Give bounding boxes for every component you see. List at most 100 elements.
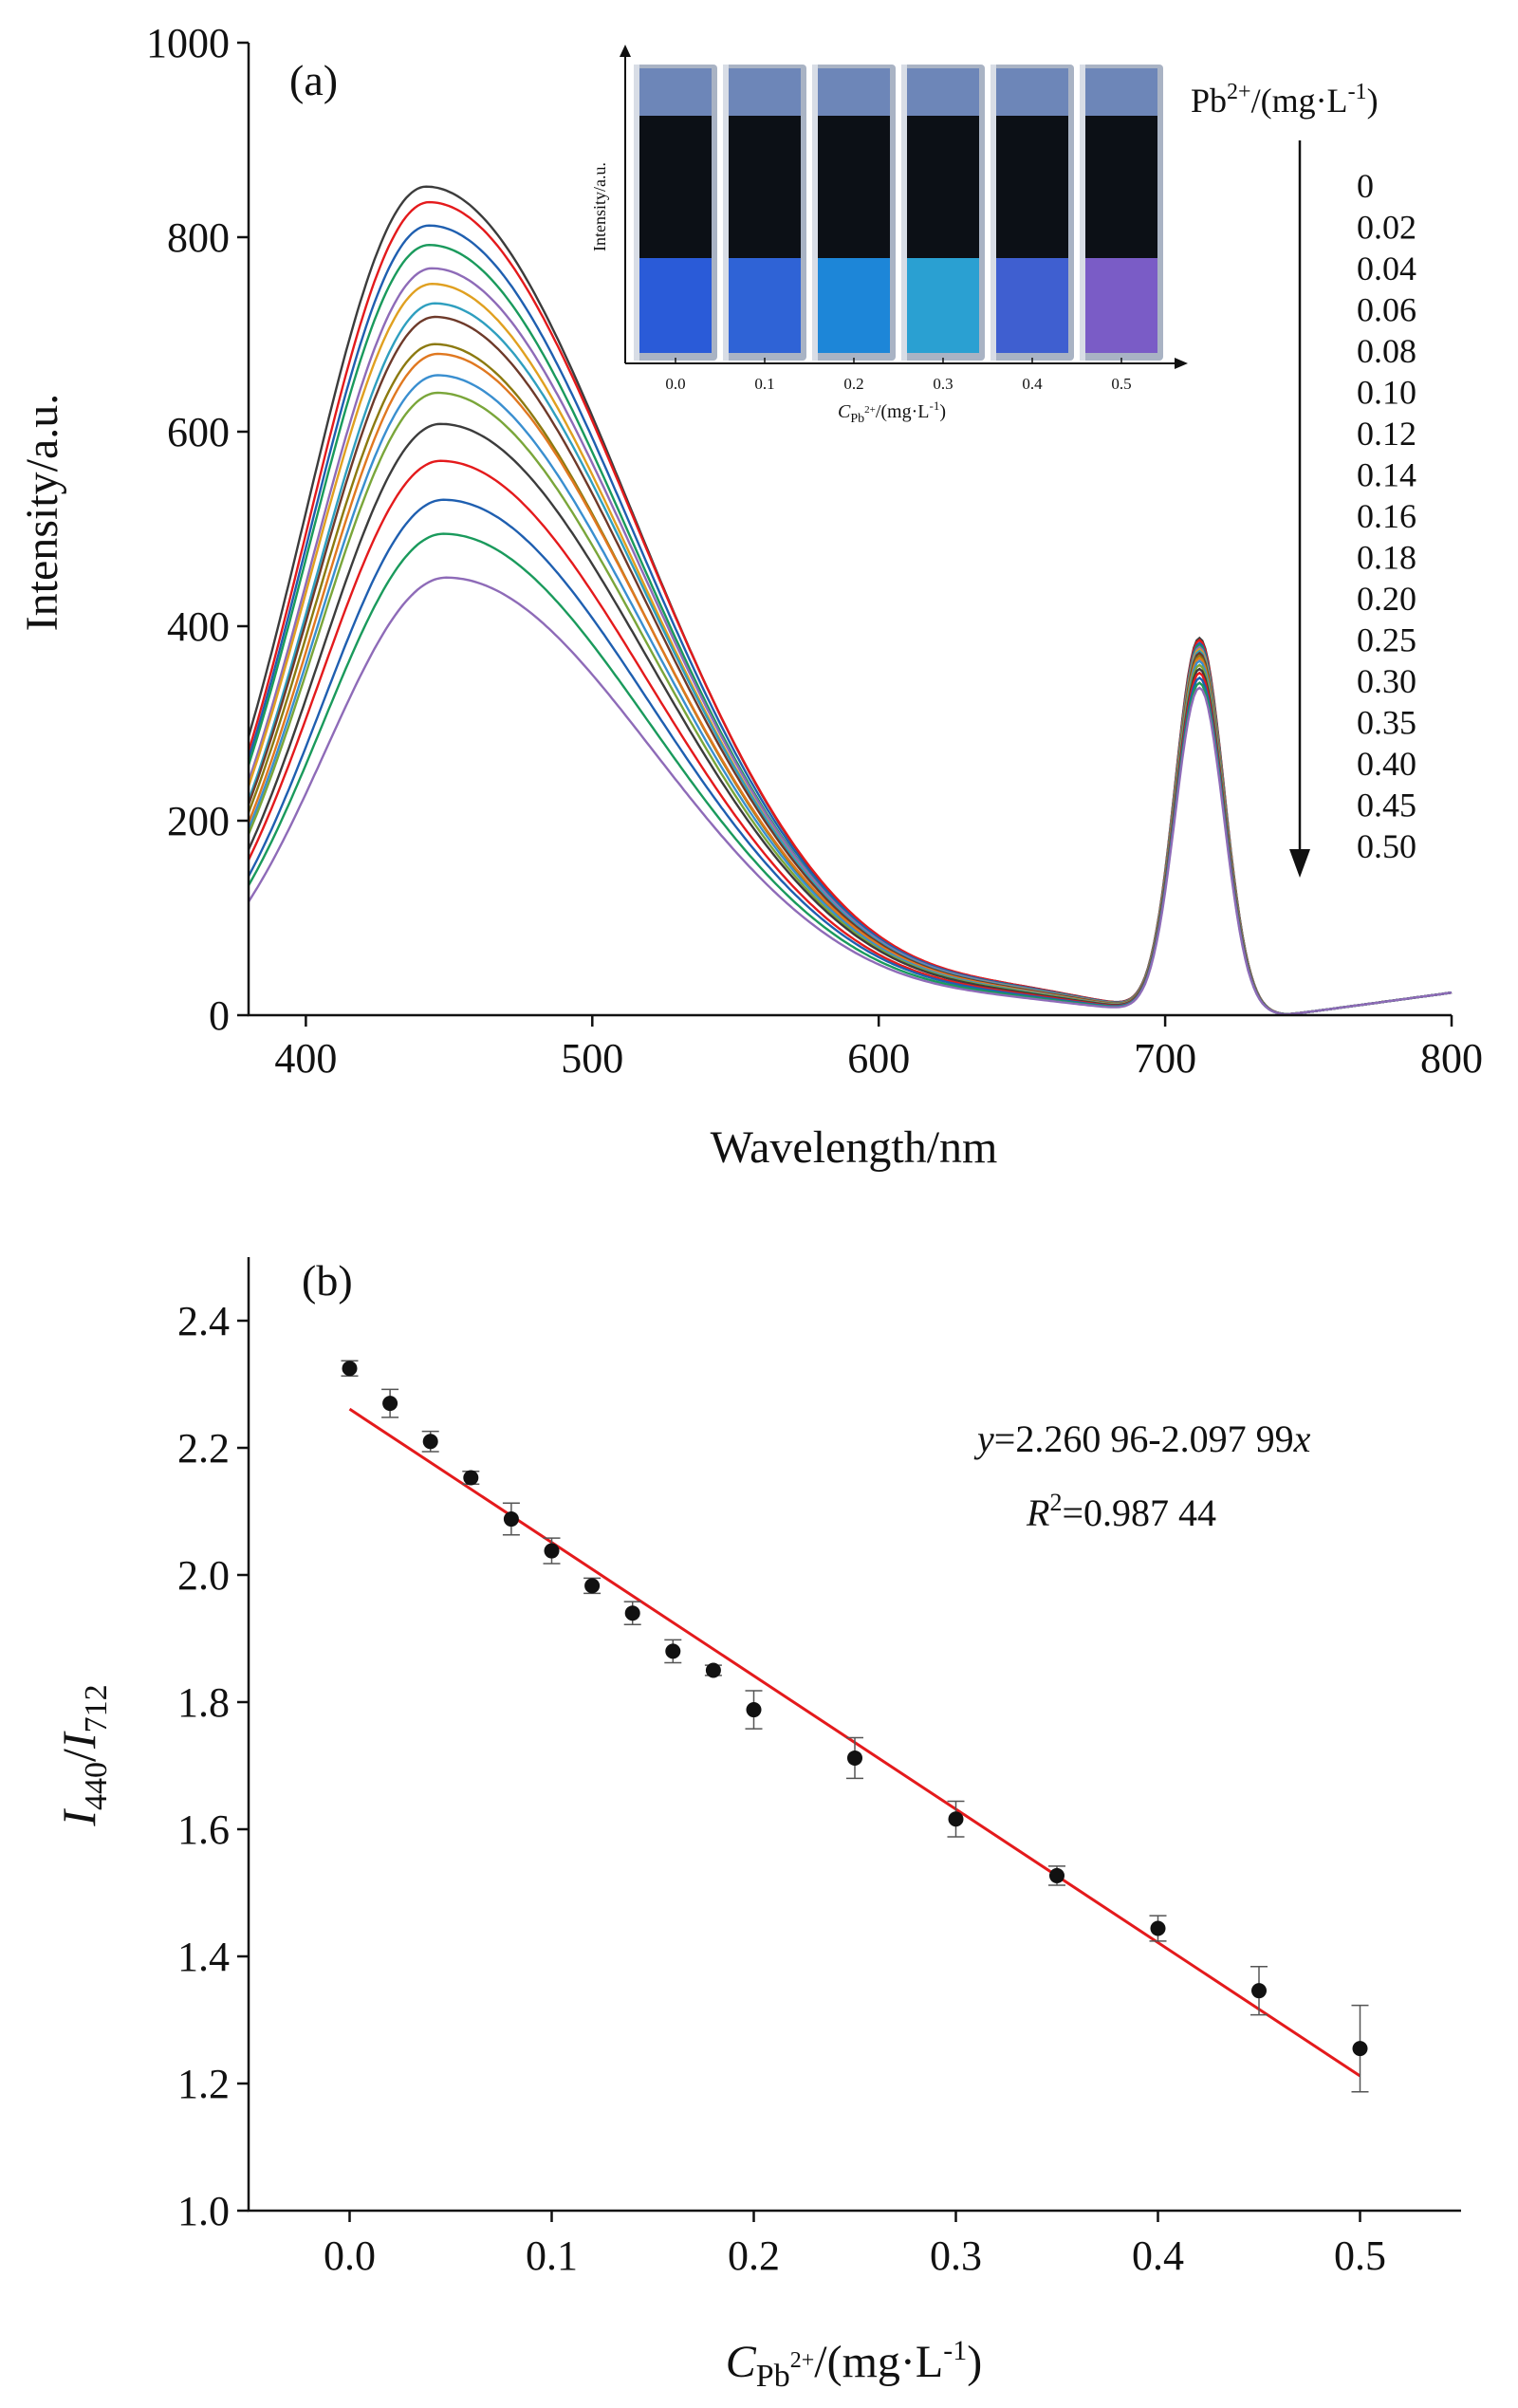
- legend-item-0.25: 0.25: [1357, 621, 1416, 659]
- cuvette-top-1: [729, 68, 801, 116]
- data-point: [382, 1396, 398, 1412]
- x-tick-label: 800: [1420, 1035, 1483, 1082]
- cuvette-edge-1: [723, 65, 729, 361]
- panel-a-x-axis-label: Wavelength/nm: [711, 1122, 998, 1173]
- data-point: [1352, 2041, 1368, 2057]
- data-point: [1251, 1983, 1267, 1999]
- y-tick-label: 1.0: [177, 2188, 230, 2234]
- panel-a: 400 500 600 700 800 0 200 400 600 800 1000 (a) Wa…: [17, 20, 1483, 1173]
- x-tick-label: 400: [274, 1035, 337, 1082]
- y-tick-label: 400: [167, 603, 230, 650]
- y-tick-label: 1.2: [177, 2061, 230, 2107]
- cuvette-solution-1: [729, 258, 801, 353]
- panel-a-x-ticks: 400 500 600 700 800: [274, 1015, 1483, 1082]
- cuvette-solution-3: [907, 258, 979, 353]
- data-point: [847, 1750, 862, 1766]
- inset-y-axis-label: Intensity/a.u.: [590, 162, 609, 251]
- y-tick-label: 1.4: [177, 1934, 230, 1980]
- y-tick-label: 600: [167, 409, 230, 455]
- data-point: [746, 1702, 762, 1718]
- x-tick-label: 0.0: [324, 2232, 376, 2279]
- cuvette-top-0: [639, 68, 712, 116]
- cuvette-dark-2: [818, 116, 890, 258]
- legend-item-0.18: 0.18: [1357, 539, 1416, 577]
- panel-a-y-axis-label: Intensity/a.u.: [17, 394, 67, 632]
- x-tick-label: 500: [561, 1035, 623, 1082]
- legend-item-0.50: 0.50: [1357, 827, 1416, 865]
- legend-item-0: 0: [1357, 167, 1374, 205]
- inset-x-tick-label: 0.3: [933, 375, 953, 393]
- legend-item-0.04: 0.04: [1357, 250, 1416, 287]
- x-tick-label: 0.2: [728, 2232, 780, 2279]
- cuvette-dark-0: [639, 116, 712, 258]
- data-point: [503, 1511, 519, 1528]
- legend-item-0.08: 0.08: [1357, 332, 1416, 370]
- x-tick-label: 0.4: [1132, 2232, 1184, 2279]
- x-tick-label: 0.1: [526, 2232, 578, 2279]
- panel-b-x-ticks: 0.0 0.1 0.2 0.3 0.4 0.5: [324, 2211, 1386, 2279]
- data-point: [624, 1605, 640, 1621]
- data-point: [1049, 1867, 1064, 1883]
- spectra-curves: [247, 185, 1453, 1016]
- legend-item-0.40: 0.40: [1357, 745, 1416, 783]
- y-tick-label: 1.6: [177, 1806, 230, 1853]
- legend-arrow-head: [1289, 849, 1310, 878]
- inset-x-arrow-head: [1175, 358, 1188, 369]
- panel-a-y-ticks: 0 200 400 600 800 1000: [146, 20, 249, 1039]
- data-point: [422, 1434, 438, 1450]
- legend-items: 00.020.040.060.080.100.120.140.160.180.2…: [1357, 167, 1416, 865]
- cuvette-solution-0: [639, 258, 712, 353]
- y-tick-label: 1000: [146, 20, 230, 66]
- spectrum-line-0.45: [247, 532, 1453, 1016]
- inset-x-tick-label: 0.4: [1022, 375, 1043, 393]
- fit-equation: y=2.260 96-2.097 99x: [973, 1417, 1311, 1460]
- legend-item-0.02: 0.02: [1357, 209, 1416, 247]
- legend-item-0.12: 0.12: [1357, 415, 1416, 453]
- x-tick-label: 0.3: [930, 2232, 982, 2279]
- cuvette-dark-4: [996, 116, 1068, 258]
- legend-item-0.10: 0.10: [1357, 374, 1416, 412]
- data-point: [584, 1578, 601, 1594]
- inset-y-arrow-head: [620, 45, 631, 57]
- y-tick-label: 2.2: [177, 1425, 230, 1472]
- data-point: [665, 1643, 681, 1659]
- legend-item-0.16: 0.16: [1357, 497, 1416, 535]
- x-tick-label: 0.5: [1334, 2232, 1386, 2279]
- legend-item-0.30: 0.30: [1357, 662, 1416, 700]
- inset-x-ticks: 0.0 0.1 0.2 0.3 0.4 0.5: [665, 358, 1132, 393]
- legend-item-0.45: 0.45: [1357, 787, 1416, 824]
- legend-item-0.14: 0.14: [1357, 456, 1416, 494]
- x-tick-label: 700: [1134, 1035, 1196, 1082]
- cuvette-top-3: [907, 68, 979, 116]
- panel-a-label: (a): [289, 56, 338, 104]
- panel-b-axes: [247, 1257, 1461, 2213]
- panel-b-y-axis-label: I440/I712: [52, 1684, 114, 1826]
- y-tick-label: 2.4: [177, 1298, 230, 1344]
- data-points: [341, 1360, 1369, 2093]
- panel-b-x-axis-label: CPb2+/(mg·L-1): [726, 2335, 982, 2394]
- data-point: [544, 1543, 560, 1559]
- inset-x-tick-label: 0.0: [665, 375, 685, 393]
- cuvette-dark-3: [907, 116, 979, 258]
- cuvette-edge-4: [990, 65, 996, 361]
- cuvette-edge-3: [901, 65, 907, 361]
- y-tick-label: 0: [209, 992, 230, 1039]
- panel-b-y-ticks: 1.0 1.2 1.4 1.6 1.8 2.0 2.2 2.4: [177, 1298, 249, 2234]
- inset-x-axis-label: CPb2+/(mg·L-1): [838, 398, 946, 426]
- spectrum-line-0.50: [247, 576, 1453, 1016]
- cuvette-edge-2: [812, 65, 818, 361]
- panel-b-label: (b): [302, 1256, 353, 1305]
- y-tick-label: 200: [167, 798, 230, 844]
- inset-x-tick-label: 0.1: [754, 375, 774, 393]
- inset-photo: Intensity/a.u. 0.0 0.1 0.2 0.3 0.4 0.5 CPb2+/…: [590, 45, 1188, 426]
- y-tick-label: 1.8: [177, 1679, 230, 1726]
- legend-item-0.20: 0.20: [1357, 580, 1416, 618]
- data-point: [463, 1470, 479, 1486]
- y-tick-label: 2.0: [177, 1552, 230, 1599]
- cuvette-dark-5: [1085, 116, 1157, 258]
- cuvette-top-4: [996, 68, 1068, 116]
- r-squared: R2=0.987 44: [1026, 1489, 1216, 1534]
- legend-item-0.35: 0.35: [1357, 704, 1416, 742]
- panel-b: 0.0 0.1 0.2 0.3 0.4 0.5 1.0 1.2 1.4 1.6 1.8 2.0 2.2…: [52, 1256, 1461, 2394]
